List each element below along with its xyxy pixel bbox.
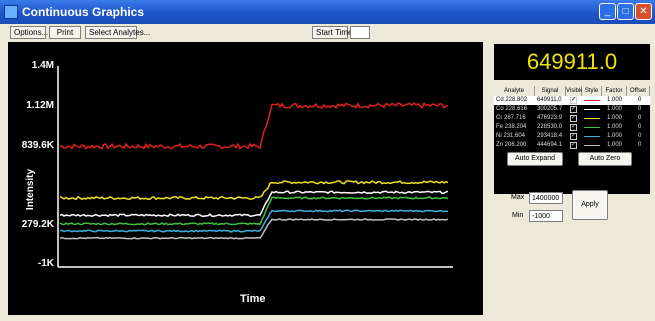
maximize-button[interactable]: □ <box>617 3 634 20</box>
y-tick-label: 279.2K <box>21 219 54 230</box>
style-swatch[interactable] <box>584 100 600 101</box>
minimize-button[interactable]: _ <box>599 3 616 20</box>
options-button[interactable]: Options... <box>10 26 48 39</box>
x-axis-label: Time <box>240 293 266 305</box>
column-header-signal: Signal <box>535 86 566 96</box>
y-tick-label: 1.4M <box>31 60 54 71</box>
series-line <box>59 190 449 218</box>
analyte-name: Ni 231.604 <box>496 133 526 139</box>
factor-value[interactable]: 1.000 <box>607 115 623 121</box>
signal-value: 300205.7 <box>537 106 563 112</box>
auto-zero-graph-button[interactable]: Auto Zero Graph <box>578 152 632 174</box>
apply-button[interactable]: Apply <box>572 190 608 220</box>
table-row[interactable]: Ni 231.604 293418.4 ✓ 1.000 0 <box>494 132 650 141</box>
window-title: Continuous Graphics <box>22 5 145 19</box>
table-row[interactable]: Zn 206.200 444694.1 ✓ 1.000 0 <box>494 141 650 150</box>
series-line <box>59 218 449 240</box>
style-swatch[interactable] <box>584 145 600 146</box>
table-row[interactable]: Cd 228.802 649911.0 ✓ 1.000 0 <box>494 96 650 105</box>
series-line <box>59 101 449 150</box>
offset-value[interactable]: 0 <box>638 124 642 130</box>
visible-checkbox[interactable]: ✓ <box>570 133 577 140</box>
analyte-name: Fe 238.204 <box>496 124 527 130</box>
visible-checkbox[interactable]: ✓ <box>570 142 577 149</box>
table-row[interactable]: Co 228.616 300205.7 ✓ 1.000 0 <box>494 105 650 114</box>
column-header-style: Style <box>582 86 602 96</box>
auto-expand-graph-button[interactable]: Auto Expand Graph <box>507 152 563 174</box>
series-line <box>59 209 449 233</box>
column-header-factor: Factor <box>602 86 627 96</box>
y-tick-label: 839.6K <box>21 140 54 151</box>
timer-display <box>350 26 370 39</box>
print-button[interactable]: Print <box>49 26 81 39</box>
series-line <box>59 196 449 226</box>
visible-checkbox[interactable]: ✓ <box>570 106 577 113</box>
factor-value[interactable]: 1.000 <box>607 133 623 139</box>
column-header-visible: Visible <box>566 86 584 96</box>
plot-area: 1.4M 1.12M 839.6K 279.2K -1K Intensity T… <box>8 42 483 315</box>
series-line <box>59 180 449 201</box>
offset-value[interactable]: 0 <box>638 106 642 112</box>
min-label: Min <box>512 212 524 219</box>
start-timer-button[interactable]: Start Timer <box>312 26 355 39</box>
signal-value: 476923.9 <box>537 115 563 121</box>
column-header-analyte: Analyte <box>494 86 535 96</box>
y-axis-limits-title: Y-axis Limits <box>510 179 553 186</box>
table-row[interactable]: Fe 238.204 228530.0 ✓ 1.000 0 <box>494 123 650 132</box>
min-input[interactable]: -1000 <box>529 210 563 222</box>
offset-value[interactable]: 0 <box>638 115 642 121</box>
analyte-name: Co 228.616 <box>496 106 528 112</box>
toolbar: Options... Print Select Analytes... Star… <box>0 24 655 41</box>
visible-checkbox[interactable]: ✓ <box>570 124 577 131</box>
column-header-offset: Offset <box>627 86 650 96</box>
title-bar: Continuous Graphics _ □ ✕ <box>0 0 655 24</box>
offset-value[interactable]: 0 <box>638 97 642 103</box>
visible-checkbox[interactable]: ✓ <box>570 115 577 122</box>
signal-value: 228530.0 <box>537 124 563 130</box>
signal-value: 649911.0 <box>537 97 562 103</box>
analyte-name: Zn 206.200 <box>496 142 527 148</box>
style-swatch[interactable] <box>584 136 600 137</box>
factor-value[interactable]: 1.000 <box>607 106 623 112</box>
close-button[interactable]: ✕ <box>635 3 652 20</box>
analyte-name: Cd 228.802 <box>496 97 528 103</box>
line-chart <box>57 66 453 268</box>
factor-value[interactable]: 1.000 <box>607 124 623 130</box>
y-tick-label: 1.12M <box>26 100 54 111</box>
signal-value: 293418.4 <box>537 133 563 139</box>
offset-value[interactable]: 0 <box>638 142 642 148</box>
visible-checkbox[interactable]: ✓ <box>570 97 577 104</box>
style-swatch[interactable] <box>584 109 600 110</box>
max-input[interactable]: 1400000 <box>529 192 563 204</box>
select-analytes-button[interactable]: Select Analytes... <box>85 26 150 39</box>
max-label: Max <box>511 194 525 201</box>
app-icon <box>4 5 18 19</box>
signal-readout: 649911.0 <box>494 44 650 80</box>
y-tick-label: -1K <box>37 258 54 269</box>
side-panel: 649911.0 Analyte Signal Visible Style Fa… <box>490 42 655 321</box>
factor-value[interactable]: 1.000 <box>607 97 623 103</box>
style-swatch[interactable] <box>584 118 600 119</box>
table-row[interactable]: Cr 267.716 476923.9 ✓ 1.000 0 <box>494 114 650 123</box>
style-swatch[interactable] <box>584 127 600 128</box>
analyte-name: Cr 267.716 <box>496 115 526 121</box>
signal-value: 444694.1 <box>537 142 563 148</box>
factor-value[interactable]: 1.000 <box>607 142 623 148</box>
offset-value[interactable]: 0 <box>638 133 642 139</box>
analyte-table: Analyte Signal Visible Style Factor Offs… <box>494 86 650 194</box>
